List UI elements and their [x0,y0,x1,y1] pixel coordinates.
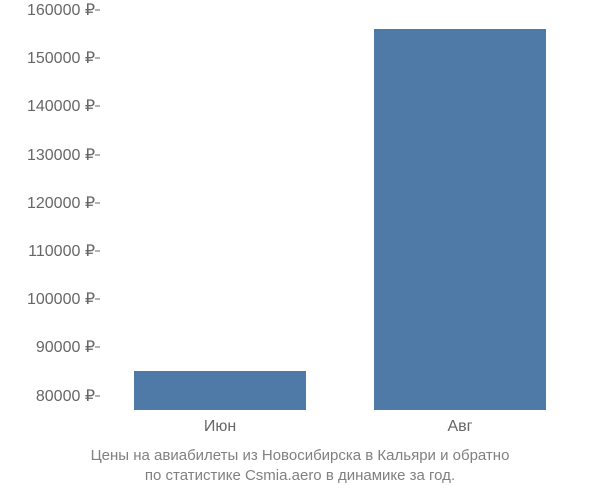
chart-caption-line1: Цены на авиабилеты из Новосибирска в Кал… [0,446,600,466]
y-tick-label: 130000 ₽ [27,145,95,165]
bar [134,371,307,410]
price-chart: 80000 ₽ 90000 ₽ 100000 ₽ 110000 ₽ 120000 ₽ 13… [0,0,600,500]
plot-area [100,10,580,410]
x-tick-label: Авг [447,418,472,436]
y-tick-label: 120000 ₽ [27,193,95,213]
y-tick-label: 150000 ₽ [27,48,95,68]
y-tick-label: 100000 ₽ [27,289,95,309]
x-tick-label: Июн [204,418,236,436]
y-tick-label: 140000 ₽ [27,96,95,116]
chart-caption-line2: по статистике Csmia.aero в динамике за г… [0,466,600,486]
y-tick-label: 80000 ₽ [36,386,95,406]
y-tick-label: 110000 ₽ [28,241,95,261]
y-tick-label: 160000 ₽ [27,0,95,20]
y-tick-label: 90000 ₽ [36,337,95,357]
bar [374,29,547,410]
